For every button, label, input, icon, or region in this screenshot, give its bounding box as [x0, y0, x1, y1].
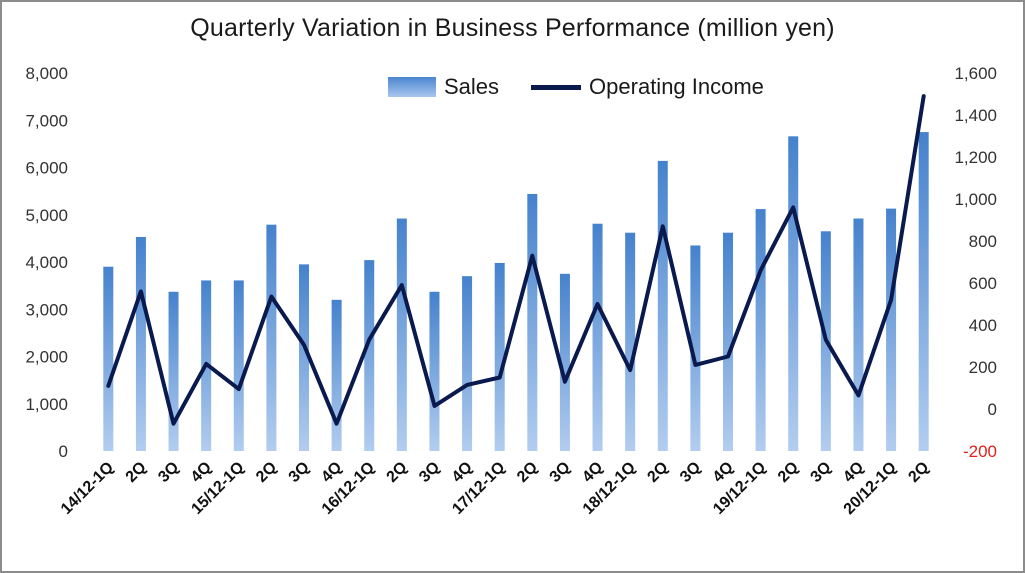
sales-bar — [462, 276, 473, 451]
x-tick-label: 3Q — [286, 459, 313, 486]
y-left-tick-label: 7,000 — [25, 111, 68, 130]
x-tick-label: 14/12-1Q — [58, 459, 117, 518]
y-right-tick-label: 400 — [969, 316, 997, 335]
x-tick-label: 2Q — [253, 459, 280, 486]
sales-bar — [853, 218, 864, 451]
y-right-tick-label: 200 — [969, 358, 997, 377]
sales-bar — [592, 223, 603, 451]
y-right-tick-label: -200 — [963, 442, 997, 461]
x-tick-label: 4Q — [579, 459, 606, 486]
y-left-tick-label: 2,000 — [25, 348, 68, 367]
chart-legend: Sales Operating Income — [388, 72, 796, 102]
sales-bar — [233, 280, 244, 451]
x-tick-label: 4Q — [840, 459, 867, 486]
sales-bar — [299, 264, 309, 451]
sales-bar — [690, 245, 701, 451]
sales-bar — [429, 291, 440, 451]
y-right-tick-label: 800 — [969, 232, 997, 251]
sales-bar — [494, 262, 505, 451]
legend-item-sales: Sales — [388, 74, 499, 100]
x-tick-label: 3Q — [677, 459, 704, 486]
x-tick-label: 2Q — [775, 459, 802, 486]
y-right-tick-label: 0 — [988, 400, 997, 419]
sales-bar — [918, 132, 929, 451]
y-right-tick-label: 1,400 — [954, 106, 997, 125]
y-right-tick-label: 1,200 — [954, 148, 997, 167]
y-right-tick-label: 600 — [969, 274, 997, 293]
sales-bar — [723, 232, 733, 451]
sales-bar — [266, 224, 277, 451]
x-tick-label: 2Q — [384, 459, 411, 486]
sales-bar — [364, 260, 375, 451]
legend-item-operating-income: Operating Income — [531, 74, 764, 100]
sales-bar — [135, 236, 146, 451]
x-tick-label: 2Q — [905, 459, 932, 486]
x-tick-label: 3Q — [155, 459, 182, 486]
sales-bar — [559, 273, 570, 451]
y-left-tick-label: 8,000 — [25, 64, 68, 83]
sales-bar — [886, 208, 897, 451]
y-left-tick-label: 4,000 — [25, 253, 68, 272]
sales-bar — [657, 160, 668, 451]
legend-label-operating-income: Operating Income — [589, 74, 764, 99]
operating-income-line — [106, 94, 926, 426]
sales-bar — [755, 209, 766, 451]
x-tick-label: 4Q — [449, 459, 476, 486]
x-tick-label: 3Q — [416, 459, 443, 486]
y-left-tick-label: 5,000 — [25, 206, 68, 225]
chart-title: Quarterly Variation in Business Performa… — [190, 14, 835, 42]
sales-bar — [788, 136, 799, 451]
x-tick-label: 3Q — [808, 459, 835, 486]
legend-label-sales: Sales — [444, 74, 500, 99]
y-left-tick-label: 3,000 — [25, 300, 68, 319]
sales-bar — [168, 291, 179, 451]
sales-bar — [527, 193, 538, 451]
y-right-tick-label: 1,600 — [954, 64, 997, 83]
x-tick-label: 2Q — [123, 459, 150, 486]
sales-bar — [103, 266, 114, 451]
x-tick-label: 3Q — [547, 459, 574, 486]
x-tick-label: 4Q — [710, 459, 737, 486]
y-right-tick-label: 1,000 — [954, 190, 997, 209]
legend-swatch-operating-income — [531, 84, 582, 90]
x-tick-label: 2Q — [644, 459, 671, 486]
x-tick-label: 4Q — [318, 459, 345, 486]
sales-bar — [331, 299, 342, 451]
x-tick-label: 2Q — [514, 459, 541, 486]
y-left-tick-label: 6,000 — [25, 159, 68, 178]
legend-swatch-sales — [388, 77, 436, 97]
sales-bar — [396, 218, 407, 451]
sales-bar — [625, 232, 636, 451]
x-tick-label: 4Q — [188, 459, 215, 486]
y-left-tick-label: 1,000 — [25, 395, 68, 414]
y-left-tick-label: 0 — [59, 442, 68, 461]
